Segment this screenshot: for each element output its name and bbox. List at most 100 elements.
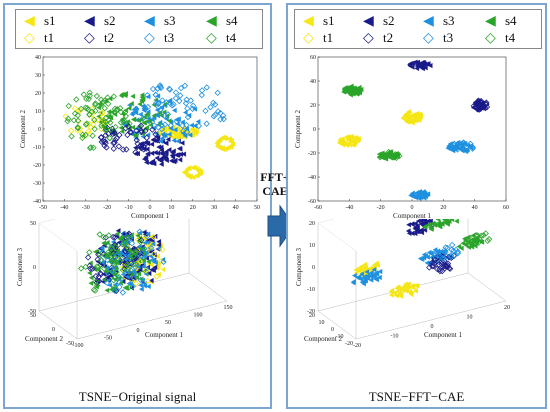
data-point: [406, 222, 411, 228]
data-point: [73, 96, 80, 103]
x-tick-label: 50: [165, 320, 171, 326]
data-point: [475, 99, 482, 106]
data-point: [124, 245, 132, 252]
data-point: [348, 141, 355, 148]
data-point: [435, 219, 441, 222]
data-point: [195, 118, 201, 125]
x-axis-label: Component 1: [393, 212, 431, 220]
data-point: [159, 97, 166, 104]
data-point: [166, 131, 172, 137]
data-point: [177, 84, 185, 92]
data-point: [112, 123, 119, 131]
data-point: [364, 269, 370, 275]
z-tick-label: -50: [28, 309, 36, 315]
data-point: [472, 232, 480, 239]
data-point: [82, 131, 89, 139]
data-point: [91, 116, 98, 124]
data-point: [368, 270, 374, 276]
data-point: [405, 113, 413, 120]
data-point: [429, 263, 436, 270]
y-tick-label: 20: [310, 103, 316, 109]
data-point: [114, 105, 121, 113]
legend-item-s4: ◀ s4: [485, 13, 517, 29]
x-tick-label: 50: [254, 205, 260, 211]
data-point: [149, 150, 155, 156]
data-point: [121, 117, 128, 125]
data-point: [165, 136, 171, 143]
data-point: [415, 219, 421, 224]
arrow-label: FFT+ CAE: [260, 170, 290, 198]
data-point: [463, 241, 469, 248]
data-point: [106, 134, 113, 142]
data-point: [406, 287, 413, 294]
data-point: [103, 144, 110, 151]
series-t2: [470, 97, 491, 113]
data-point: [98, 101, 105, 108]
data-point: [387, 151, 395, 158]
data-point: [150, 122, 158, 129]
data-point: [428, 250, 434, 256]
series-t3: [432, 241, 462, 262]
data-point: [133, 127, 140, 134]
data-point: [116, 283, 123, 291]
data-point: [170, 154, 176, 160]
y-tick-label: -10: [336, 334, 344, 340]
data-point: [357, 264, 363, 271]
data-point: [95, 251, 102, 258]
data-point: [393, 152, 400, 159]
y-axis-label: Component 2: [25, 335, 63, 343]
data-point: [178, 134, 184, 140]
data-point: [91, 125, 98, 133]
data-point: [102, 252, 109, 259]
series-t3: [446, 139, 477, 155]
data-point: [480, 232, 487, 239]
y-tick-label: -40: [33, 199, 41, 205]
data-point: [348, 83, 354, 89]
data-point: [150, 241, 156, 247]
z-tick-label: 0: [312, 265, 315, 271]
data-point: [426, 264, 433, 271]
legend-item-s2: ◀ s2: [363, 13, 395, 29]
legend-item-s1: ◀ s1: [24, 13, 56, 29]
left-panel: ◀ s1 ◀ s2 ◀ s3 ◀ s4 ◇ t1 ◇ t2 ◇ t3 ◇ t4 -50 -40 -3…: [3, 3, 272, 409]
data-point: [463, 237, 468, 244]
data-point: [120, 240, 128, 247]
y-tick-label: 0: [52, 327, 55, 333]
data-point: [166, 86, 174, 93]
data-point: [126, 105, 132, 111]
data-point: [436, 220, 442, 226]
data-point: [478, 104, 485, 112]
diamond-marker-icon: ◇: [206, 31, 217, 46]
data-point: [90, 286, 98, 293]
data-point: [176, 97, 183, 105]
data-point: [127, 128, 134, 136]
x-tick-label: -50: [39, 205, 47, 211]
data-point: [92, 107, 99, 115]
data-point: [409, 192, 415, 198]
legend-item-t1: ◇ t1: [303, 30, 334, 46]
data-point: [122, 240, 130, 247]
y-tick-label: 10: [35, 109, 41, 115]
data-point: [84, 254, 92, 261]
y-tick-label: 30: [35, 73, 41, 79]
y-tick-label: 0: [313, 127, 316, 133]
data-point: [430, 262, 437, 270]
data-point: [207, 104, 214, 111]
triangle-marker-icon: ◀: [485, 14, 496, 29]
data-point: [99, 245, 105, 251]
data-point: [105, 232, 113, 239]
data-point: [179, 122, 186, 129]
data-point: [87, 265, 94, 272]
y-tick-label: -20: [33, 163, 41, 169]
data-point: [124, 242, 131, 250]
y-axis-label: Component 2: [294, 110, 302, 148]
x-tick-label: 10: [467, 315, 473, 321]
data-point: [92, 249, 98, 255]
data-point: [371, 273, 376, 279]
x-tick-label: 10: [168, 205, 174, 211]
data-point: [377, 268, 383, 275]
data-point: [101, 105, 108, 112]
data-point: [482, 104, 489, 112]
data-point: [418, 193, 424, 199]
data-point: [436, 266, 443, 273]
